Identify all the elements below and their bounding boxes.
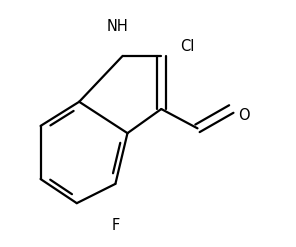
Text: F: F	[111, 218, 120, 233]
Text: O: O	[239, 107, 250, 123]
Text: Cl: Cl	[181, 39, 195, 54]
Text: NH: NH	[107, 19, 129, 34]
